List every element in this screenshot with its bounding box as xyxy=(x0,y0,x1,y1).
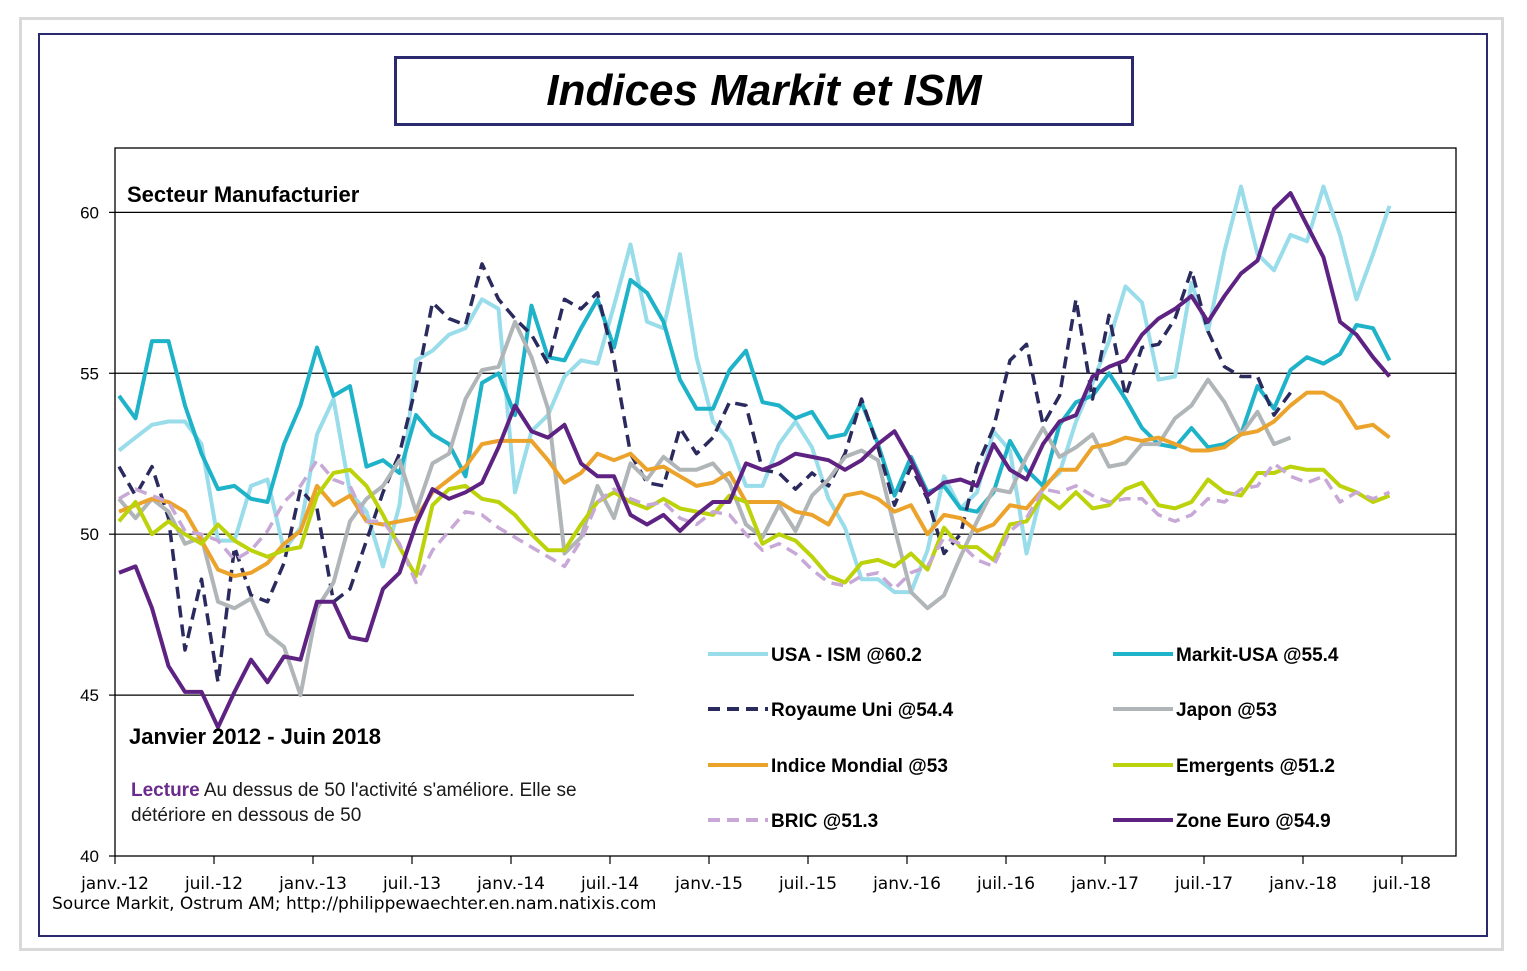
reading-note-text1: Au dessus de 50 l'activité s'améliore. E… xyxy=(200,780,577,801)
series-line xyxy=(118,390,1391,578)
series-line xyxy=(117,184,1392,595)
x-tick-label: janv.-18 xyxy=(1268,874,1337,894)
y-tick-label: 45 xyxy=(80,686,99,705)
legend-label: Markit-USA @55.4 xyxy=(1176,645,1339,666)
x-tick-label: juil.-14 xyxy=(580,874,639,894)
x-tick-label: juil.-16 xyxy=(976,874,1035,894)
inner-frame xyxy=(38,33,1488,937)
x-axis-ticks: janv.-12 juil.-12 janv.-13 juil.-13 janv.-14… xyxy=(80,856,1431,894)
x-tick-label: juil.-12 xyxy=(184,874,243,894)
y-tick-label: 40 xyxy=(80,847,99,866)
y-tick-label: 60 xyxy=(80,203,99,222)
x-tick-label: juil.-18 xyxy=(1372,874,1431,894)
x-tick-label: juil.-13 xyxy=(382,874,441,894)
y-axis-ticks: 40 45 50 55 60 xyxy=(80,203,115,866)
x-tick-label: janv.-17 xyxy=(1070,874,1139,894)
legend-label: BRIC @51.3 xyxy=(771,811,878,832)
legend-label: Zone Euro @54.9 xyxy=(1176,811,1331,832)
series-line xyxy=(118,458,1391,591)
series-line xyxy=(117,262,1292,684)
y-tick-label: 55 xyxy=(80,364,99,383)
reading-note-line1: Lecture Au dessus de 50 l'activité s'amé… xyxy=(131,780,577,801)
series-lines xyxy=(117,184,1392,730)
legend-label: Indice Mondial @53 xyxy=(771,756,948,777)
title-box: Indices Markit et ISM xyxy=(394,56,1134,126)
source-note: Source Markit, Ostrum AM; http://philipp… xyxy=(52,894,657,914)
period-label: Janvier 2012 - Juin 2018 xyxy=(129,724,381,749)
x-tick-label: janv.-13 xyxy=(278,874,347,894)
x-tick-label: janv.-16 xyxy=(872,874,941,894)
x-tick-label: juil.-15 xyxy=(778,874,837,894)
y-tick-label: 50 xyxy=(80,525,99,544)
series-line xyxy=(117,319,1292,698)
chart-title: Indices Markit et ISM xyxy=(546,66,982,115)
reading-note-lead: Lecture xyxy=(131,780,200,801)
legend-label: USA - ISM @60.2 xyxy=(771,645,922,666)
chart-subtitle: Secteur Manufacturier xyxy=(127,182,360,207)
x-tick-label: juil.-17 xyxy=(1174,874,1233,894)
plot-area-frame xyxy=(114,147,1457,857)
series-line xyxy=(117,464,1391,585)
series-line xyxy=(118,191,1392,730)
x-tick-label: janv.-14 xyxy=(476,874,545,894)
legend: USA - ISM @60.2 Markit-USA @55.4 Royaume U… xyxy=(708,645,1339,832)
x-tick-label: janv.-15 xyxy=(674,874,743,894)
legend-label: Royaume Uni @54.4 xyxy=(771,700,954,721)
x-tick-label: janv.-12 xyxy=(80,874,149,894)
legend-label: Japon @53 xyxy=(1176,700,1277,721)
reading-note-line2: détériore en dessous de 50 xyxy=(131,805,361,826)
legend-label: Emergents @51.2 xyxy=(1176,756,1335,777)
